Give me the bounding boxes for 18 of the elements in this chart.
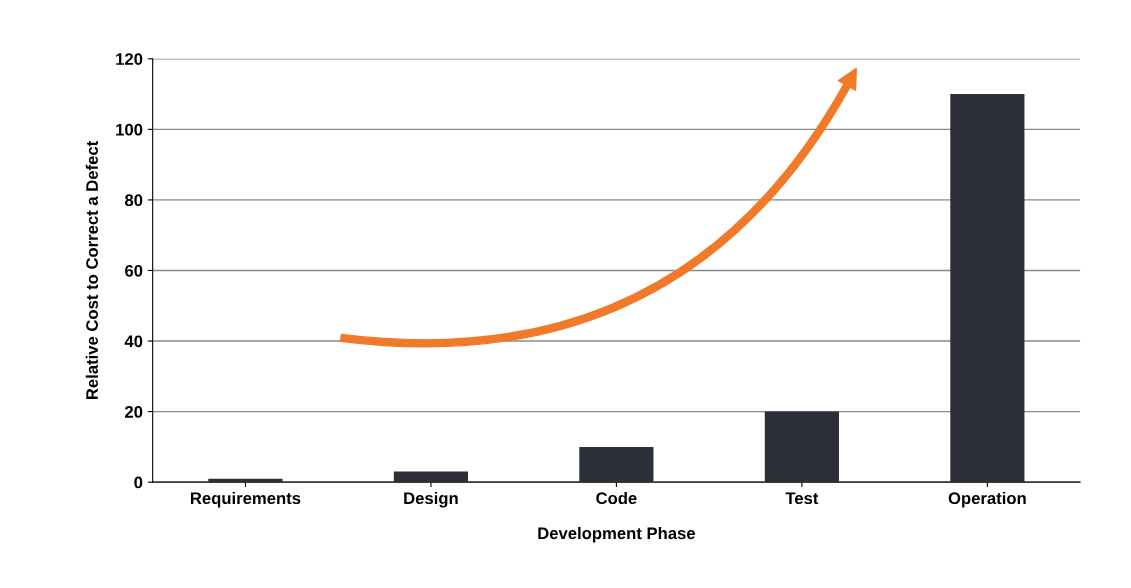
bar bbox=[579, 446, 654, 483]
x-axis-title: Development Phase bbox=[538, 526, 696, 543]
y-tick-label: 100 bbox=[116, 123, 143, 136]
y-tick-label: 120 bbox=[116, 53, 143, 65]
x-tick-label: Operation bbox=[948, 491, 1026, 508]
x-tick-label: Test bbox=[785, 492, 819, 505]
bar bbox=[764, 411, 839, 483]
y-tick-label: 20 bbox=[125, 406, 143, 418]
y-axis-title: Relative Cost to Correct a Defect bbox=[85, 141, 98, 400]
y-tick-label: 60 bbox=[125, 264, 143, 277]
x-tick-label: Code bbox=[596, 491, 637, 505]
y-tick-label: 0 bbox=[134, 476, 143, 489]
x-tick-label: Requirements bbox=[190, 491, 301, 508]
bar bbox=[393, 471, 469, 483]
bar bbox=[950, 94, 1025, 483]
x-tick-label: Design bbox=[404, 491, 458, 508]
y-tick-label: 40 bbox=[124, 335, 143, 348]
y-tick-label: 80 bbox=[124, 194, 143, 207]
